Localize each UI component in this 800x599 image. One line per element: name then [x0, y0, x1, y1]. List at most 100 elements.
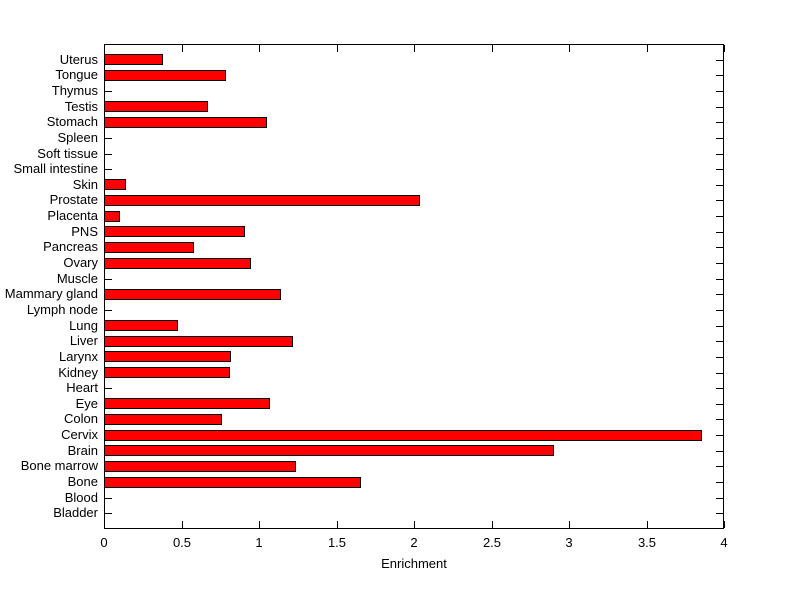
x-tick-mark-top: [337, 45, 338, 52]
x-tick-mark: [492, 521, 493, 528]
x-tick-mark: [104, 521, 105, 528]
y-axis-label: Spleen: [57, 130, 98, 145]
y-axis-label: Thymus: [51, 83, 98, 98]
y-tick-mark-right: [716, 232, 723, 233]
bar: [104, 398, 270, 409]
y-tick-mark-right: [716, 326, 723, 327]
y-axis-label: Brain: [67, 443, 98, 458]
x-axis-tick-label: 0.5: [172, 535, 192, 550]
y-tick-mark-right: [716, 169, 723, 170]
x-axis-tick-label: 3.5: [637, 535, 657, 550]
y-tick-mark: [105, 388, 112, 389]
y-tick-mark-right: [716, 216, 723, 217]
y-axis-label: Bone marrow: [20, 458, 98, 473]
y-tick-mark-right: [716, 138, 723, 139]
y-tick-mark-right: [716, 294, 723, 295]
y-axis-label: Uterus: [59, 52, 98, 67]
x-tick-mark: [182, 521, 183, 528]
x-tick-mark: [647, 521, 648, 528]
y-tick-mark-right: [716, 279, 723, 280]
y-tick-mark-right: [716, 388, 723, 389]
y-tick-mark-right: [716, 373, 723, 374]
bar: [104, 414, 222, 425]
y-tick-mark-right: [716, 357, 723, 358]
bar: [104, 117, 267, 128]
x-tick-mark-top: [724, 45, 725, 52]
x-tick-mark: [259, 521, 260, 528]
y-tick-mark-right: [716, 154, 723, 155]
x-axis-tick-label: 0: [100, 535, 108, 550]
y-tick-mark-right: [716, 91, 723, 92]
bar: [104, 258, 251, 269]
y-tick-mark-right: [716, 247, 723, 248]
bar: [104, 367, 230, 378]
y-axis-label: Soft tissue: [37, 146, 98, 161]
y-axis-label: Bone: [67, 474, 98, 489]
y-tick-mark-right: [716, 498, 723, 499]
y-axis-label: Testis: [64, 99, 98, 114]
y-tick-mark-right: [716, 185, 723, 186]
y-axis-label: Prostate: [49, 192, 98, 207]
y-axis-label: Eye: [75, 396, 98, 411]
y-axis-label: Muscle: [56, 271, 98, 286]
bar: [104, 101, 208, 112]
x-tick-mark-top: [104, 45, 105, 52]
bar: [104, 477, 361, 488]
y-tick-mark-right: [716, 404, 723, 405]
y-tick-mark-right: [716, 482, 723, 483]
x-tick-mark-top: [492, 45, 493, 52]
y-axis-label: PNS: [71, 224, 98, 239]
bar: [104, 289, 281, 300]
x-tick-mark: [724, 521, 725, 528]
x-tick-mark: [569, 521, 570, 528]
y-axis-label: Kidney: [58, 365, 98, 380]
bar: [104, 70, 226, 81]
y-tick-mark-right: [716, 107, 723, 108]
y-axis-label: Skin: [72, 177, 98, 192]
y-tick-mark-right: [716, 263, 723, 264]
y-tick-mark-right: [716, 310, 723, 311]
y-axis-label: Small intestine: [13, 161, 98, 176]
bar: [104, 336, 293, 347]
x-axis-tick-label: 1.5: [327, 535, 347, 550]
x-axis-tick-label: 2.5: [482, 535, 502, 550]
y-tick-mark: [105, 169, 112, 170]
x-tick-mark-top: [647, 45, 648, 52]
y-tick-mark-right: [716, 419, 723, 420]
y-tick-mark: [105, 310, 112, 311]
y-tick-mark-right: [716, 466, 723, 467]
y-axis-label: Blood: [64, 490, 98, 505]
y-axis-label: Pancreas: [43, 239, 98, 254]
y-tick-mark: [105, 154, 112, 155]
y-tick-mark: [105, 513, 112, 514]
x-axis-tick-label: 3: [565, 535, 573, 550]
y-tick-mark-right: [716, 513, 723, 514]
y-tick-mark-right: [716, 435, 723, 436]
y-axis-label: Stomach: [46, 114, 98, 129]
y-axis-label: Mammary gland: [4, 286, 98, 301]
y-tick-mark-right: [716, 200, 723, 201]
bar: [104, 211, 120, 222]
y-axis-label: Colon: [64, 411, 98, 426]
y-tick-mark: [105, 138, 112, 139]
y-axis-label: Larynx: [58, 349, 98, 364]
bar: [104, 179, 126, 190]
x-axis-tick-label: 4: [720, 535, 728, 550]
y-tick-mark: [105, 498, 112, 499]
x-tick-mark-top: [414, 45, 415, 52]
x-axis-tick-label: 2: [410, 535, 418, 550]
y-tick-mark-right: [716, 341, 723, 342]
x-tick-mark-top: [182, 45, 183, 52]
y-axis-label: Placenta: [47, 208, 98, 223]
y-axis-label: Lung: [69, 318, 98, 333]
bar: [104, 242, 194, 253]
y-axis-label: Ovary: [63, 255, 98, 270]
bar: [104, 320, 178, 331]
y-tick-mark: [105, 91, 112, 92]
x-tick-mark-top: [569, 45, 570, 52]
bar: [104, 461, 296, 472]
y-axis-label: Liver: [69, 333, 98, 348]
y-axis-label: Tongue: [55, 67, 98, 82]
y-tick-mark-right: [716, 60, 723, 61]
